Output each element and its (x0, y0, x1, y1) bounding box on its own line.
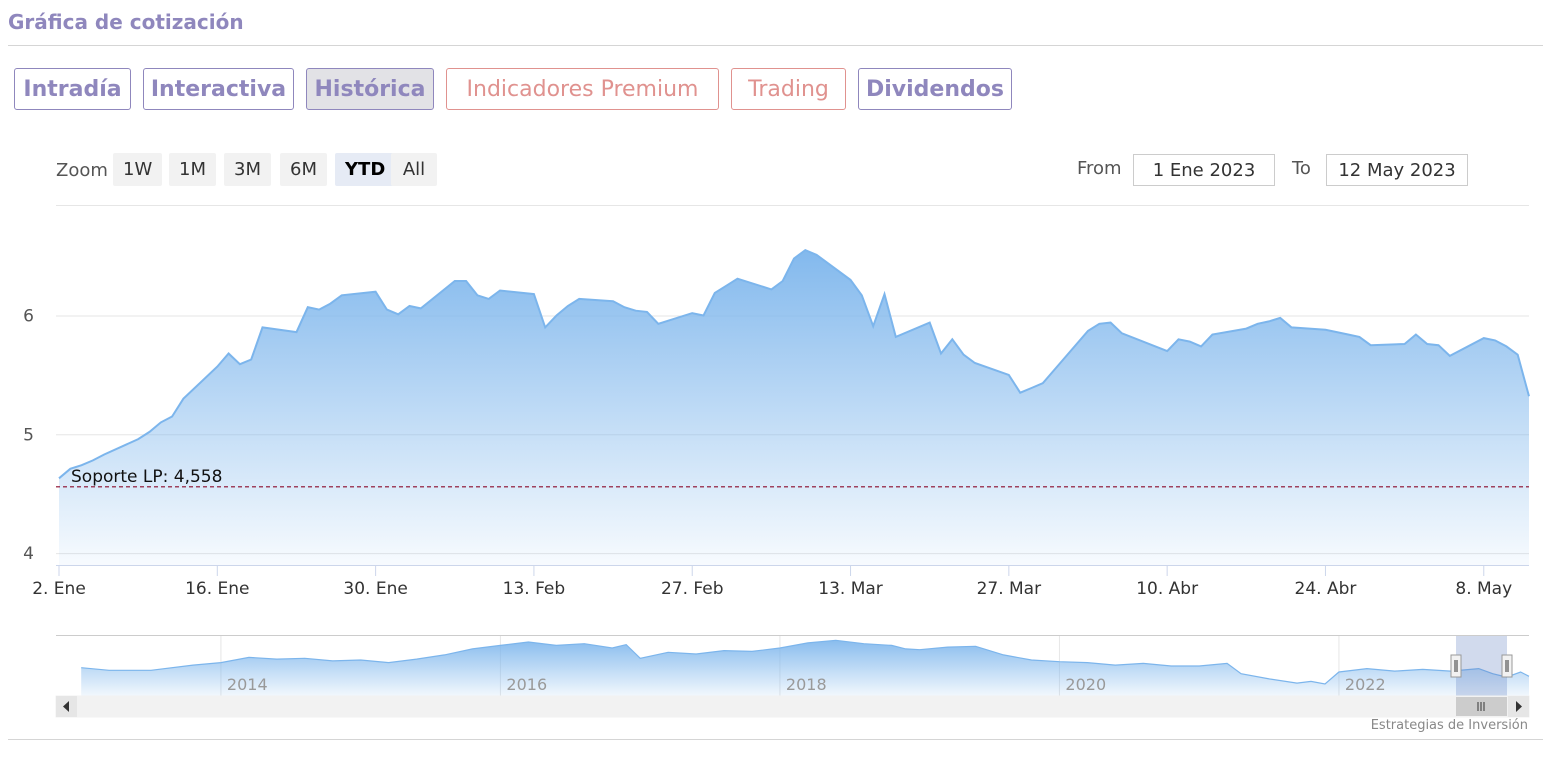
scrollbar-thumb[interactable] (1456, 697, 1507, 716)
navigator-area (81, 640, 1530, 696)
x-tick-label: 13. Feb (503, 579, 566, 599)
tab-dividendos[interactable]: Dividendos (858, 68, 1012, 110)
section-title: Gráfica de cotización (8, 10, 244, 34)
x-tick-label: 30. Ene (343, 579, 407, 599)
y-tick-label: 5 (23, 425, 34, 445)
zoom-1m-button[interactable]: 1M (169, 153, 216, 186)
x-tick-label: 13. Mar (818, 579, 883, 599)
zoom-all-button[interactable]: All (391, 153, 437, 186)
to-label: To (1292, 158, 1311, 179)
chart-credits[interactable]: Estrategias de Inversión (1370, 718, 1528, 733)
zoom-label: Zoom (56, 160, 108, 181)
navigator-right-handle[interactable] (1501, 654, 1513, 678)
x-tick-label: 8. May (1455, 579, 1512, 599)
x-tick-label: 27. Feb (661, 579, 724, 599)
y-tick-label: 6 (23, 306, 34, 326)
scrollbar-left-arrow[interactable] (56, 696, 77, 717)
support-label: Soporte LP: 4,558 (71, 467, 222, 487)
tab-intradia[interactable]: Intradía (14, 68, 131, 110)
x-tick-label: 27. Mar (977, 579, 1042, 599)
to-date-input[interactable]: 12 May 2023 (1326, 154, 1468, 186)
bottom-divider (8, 739, 1543, 740)
x-tick-label: 24. Abr (1295, 579, 1357, 599)
navigator-year-label: 2018 (786, 675, 827, 694)
navigator-year-label: 2022 (1345, 675, 1386, 694)
navigator-year-label: 2016 (506, 675, 547, 694)
navigator-year-label: 2014 (227, 675, 268, 694)
x-tick-label: 16. Ene (185, 579, 249, 599)
from-label: From (1077, 158, 1122, 179)
navigator-background (56, 636, 1529, 696)
scrollbar-track[interactable] (55, 695, 1530, 718)
navigator-line (81, 639, 1530, 685)
top-divider (8, 45, 1543, 46)
zoom-ytd-button[interactable]: YTD (335, 153, 396, 186)
x-tick-label: 2. Ene (32, 579, 86, 599)
tab-indicadores-premium[interactable]: Indicadores Premium (446, 68, 719, 110)
zoom-6m-button[interactable]: 6M (280, 153, 327, 186)
from-date-input[interactable]: 1 Ene 2023 (1133, 154, 1275, 186)
tab-interactiva[interactable]: Interactiva (143, 68, 294, 110)
x-tick-label: 10. Abr (1136, 579, 1198, 599)
navigator-year-label: 2020 (1065, 675, 1106, 694)
y-tick-label: 4 (23, 544, 34, 564)
navigator-left-handle[interactable] (1450, 654, 1462, 678)
zoom-3m-button[interactable]: 3M (224, 153, 271, 186)
tab-historica[interactable]: Histórica (306, 68, 434, 110)
price-area (59, 250, 1529, 565)
tab-trading[interactable]: Trading (731, 68, 846, 110)
scrollbar-right-arrow[interactable] (1508, 696, 1529, 717)
navigator-selected-range[interactable] (1456, 636, 1507, 696)
price-line (58, 248, 1530, 480)
zoom-1w-button[interactable]: 1W (113, 153, 163, 186)
